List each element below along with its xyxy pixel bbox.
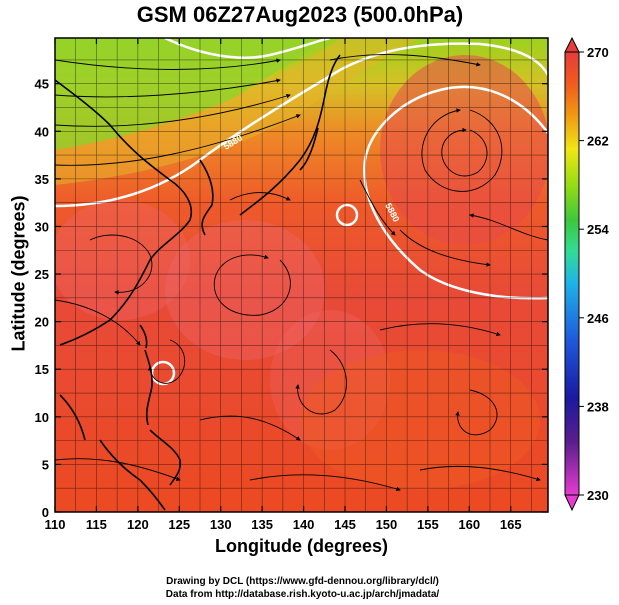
credit-line-drawing: Drawing by DCL (https://www.gfd-dennou.o… bbox=[166, 576, 439, 587]
field-orange-south bbox=[300, 350, 540, 490]
y-tick-label: 15 bbox=[35, 362, 49, 377]
x-tick-label: 150 bbox=[376, 517, 398, 532]
contour-5880-east bbox=[363, 85, 548, 300]
colorbar-tick-label: 262 bbox=[587, 134, 609, 149]
field-green-region bbox=[55, 38, 330, 150]
x-tick-label: 110 bbox=[45, 517, 66, 532]
y-tick-label: 0 bbox=[42, 505, 49, 520]
streamlines bbox=[55, 54, 548, 492]
colorbar-tick-label: 238 bbox=[587, 399, 609, 414]
colorbar-tick-label: 246 bbox=[587, 311, 609, 326]
colorbar: 230 238 246 254 262 270 bbox=[564, 36, 609, 512]
colorbar-top-triangle bbox=[564, 36, 580, 53]
plot-frame bbox=[54, 37, 549, 513]
colorbar-tick-label: 254 bbox=[587, 222, 609, 237]
plot-area bbox=[55, 38, 548, 512]
colorbar-bar bbox=[564, 51, 580, 496]
colorbar-tick-label: 230 bbox=[587, 488, 609, 503]
y-tick-label: 20 bbox=[35, 315, 49, 330]
x-tick-label: 165 bbox=[500, 517, 522, 532]
y-tick-label: 5 bbox=[42, 457, 49, 472]
y-tick-label: 30 bbox=[35, 219, 49, 234]
colorbar-ticks: 230 238 246 254 262 270 bbox=[579, 45, 609, 503]
y-axis-ticks: 0 5 10 15 20 25 30 35 40 45 bbox=[35, 77, 548, 520]
chart-title: GSM 06Z27Aug2023 (500.0hPa) bbox=[136, 2, 464, 27]
colorbar-bottom-triangle bbox=[564, 494, 580, 512]
y-tick-label: 40 bbox=[35, 124, 49, 139]
contour-5880-top bbox=[164, 38, 331, 59]
field-high-core-center bbox=[165, 220, 325, 360]
credit-block: Drawing by DCL (https://www.gfd-dennou.o… bbox=[0, 575, 605, 601]
x-tick-label: 115 bbox=[86, 517, 107, 532]
y-tick-label: 35 bbox=[35, 172, 49, 187]
y-tick-label: 25 bbox=[35, 267, 49, 282]
field-high-core-east bbox=[380, 55, 548, 245]
x-tick-label: 120 bbox=[127, 517, 149, 532]
x-tick-label: 155 bbox=[417, 517, 439, 532]
contour-closed-low-north bbox=[335, 203, 359, 227]
colorbar-tick-label: 270 bbox=[587, 45, 609, 60]
y-tick-label: 10 bbox=[35, 410, 49, 425]
x-tick-label: 130 bbox=[210, 517, 232, 532]
gridlines bbox=[55, 38, 548, 512]
field-yellow-band bbox=[55, 38, 420, 185]
field-high-core-west bbox=[55, 200, 190, 320]
y-axis-label: Latitude (degrees) bbox=[8, 195, 29, 352]
x-axis-ticks: 110 115 120 125 130 135 140 145 150 155 160 165 bbox=[45, 38, 522, 532]
contour-5880-north bbox=[55, 42, 548, 208]
x-tick-label: 125 bbox=[168, 517, 190, 532]
credit-line-data: Data from http://database.rish.kyoto-u.a… bbox=[165, 589, 440, 600]
y-tick-label: 45 bbox=[35, 77, 49, 92]
x-tick-label: 145 bbox=[334, 517, 356, 532]
x-tick-label: 135 bbox=[251, 517, 273, 532]
x-axis-label: Longitude (degrees) bbox=[214, 536, 388, 556]
x-tick-label: 160 bbox=[458, 517, 480, 532]
x-tick-label: 140 bbox=[293, 517, 315, 532]
